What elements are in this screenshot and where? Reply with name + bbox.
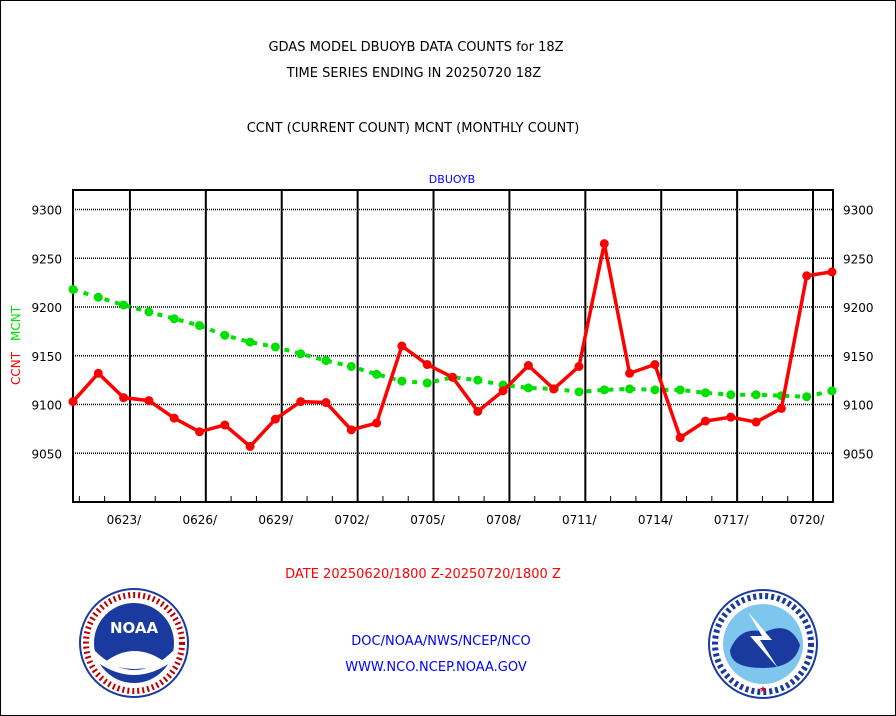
org-path: DOC/NOAA/NWS/NCEP/NCO — [351, 634, 530, 649]
data-point-ccnt — [726, 412, 736, 422]
y-tick-label-right: 9200 — [843, 301, 874, 315]
y-tick-label-left: 9300 — [31, 204, 62, 218]
data-point-ccnt — [473, 406, 483, 416]
x-tick-label: 0708/ — [486, 513, 522, 527]
series-layer — [68, 239, 837, 451]
data-point-ccnt — [346, 425, 356, 435]
y-tick-label-left: 9200 — [31, 301, 62, 315]
data-point-mcnt — [751, 390, 761, 400]
data-point-ccnt — [372, 418, 382, 428]
data-point-mcnt — [270, 342, 280, 352]
y-tick-label-left: 9250 — [31, 252, 62, 266]
data-point-mcnt — [169, 314, 179, 324]
noaa-logo: NOAA — [79, 588, 189, 698]
y-tick-label-left: 9050 — [31, 447, 62, 461]
data-point-ccnt — [296, 397, 306, 407]
y-tick-label-right: 9100 — [843, 399, 874, 413]
grid — [73, 190, 833, 502]
data-point-ccnt — [220, 420, 230, 430]
data-point-mcnt — [245, 337, 255, 347]
svg-text:NOAA: NOAA — [110, 619, 159, 637]
data-point-mcnt — [827, 386, 837, 396]
data-point-mcnt — [574, 387, 584, 397]
data-point-ccnt — [549, 384, 559, 394]
data-point-ccnt — [397, 341, 407, 351]
x-tick-label: 0702/ — [334, 513, 370, 527]
y-tick-label-right: 9250 — [843, 252, 874, 266]
data-point-ccnt — [119, 393, 129, 403]
date-range: DATE 20250620/1800 Z-20250720/1800 Z — [285, 567, 561, 582]
data-point-ccnt — [422, 360, 432, 370]
nws-logo: ★ — [708, 589, 818, 699]
data-point-mcnt — [220, 330, 230, 340]
data-point-mcnt — [675, 385, 685, 395]
data-point-mcnt — [321, 356, 331, 366]
data-point-mcnt — [701, 388, 710, 398]
data-point-ccnt — [599, 239, 609, 249]
x-tick-label: 0714/ — [638, 513, 674, 527]
data-point-mcnt — [599, 385, 609, 395]
x-tick-label: 0711/ — [562, 513, 598, 527]
x-tick-label: 0623/ — [107, 513, 143, 527]
axes: 9050 9050 9100 9100 9150 9150 9200 9200 9250 9250… — [31, 189, 874, 527]
data-point-ccnt — [827, 267, 837, 277]
data-point-ccnt — [675, 433, 685, 443]
data-point-mcnt — [422, 378, 432, 388]
y-tick-label-left: 9150 — [31, 350, 62, 364]
data-point-mcnt — [68, 284, 78, 294]
data-point-mcnt — [802, 392, 812, 402]
data-point-mcnt — [296, 349, 306, 359]
website-link[interactable]: WWW.NCO.NCEP.NOAA.GOV — [345, 660, 527, 675]
series-line-ccnt — [71, 243, 833, 449]
svg-text:★: ★ — [759, 685, 767, 695]
y-tick-label-right: 9300 — [843, 204, 874, 218]
data-point-ccnt — [498, 386, 508, 396]
data-point-ccnt — [321, 398, 331, 408]
data-point-mcnt — [119, 300, 129, 310]
data-point-mcnt — [346, 361, 356, 371]
data-point-ccnt — [169, 413, 179, 423]
data-point-ccnt — [751, 417, 761, 427]
y-tick-label-right: 9150 — [843, 350, 874, 364]
data-point-ccnt — [574, 361, 584, 371]
data-point-mcnt — [195, 321, 204, 331]
x-tick-label: 0626/ — [183, 513, 219, 527]
y-label-ccnt: CCNT — [9, 351, 23, 385]
data-point-ccnt — [523, 361, 533, 370]
data-point-ccnt — [93, 368, 103, 378]
data-point-ccnt — [625, 368, 635, 378]
data-point-ccnt — [776, 403, 786, 413]
data-point-mcnt — [144, 307, 154, 317]
y-tick-label-right: 9050 — [843, 447, 874, 461]
x-tick-label: 0629/ — [258, 513, 294, 527]
chart-subtitle: CCNT (CURRENT COUNT) MCNT (MONTHLY COUNT… — [247, 121, 580, 136]
data-point-mcnt — [372, 369, 382, 379]
x-tick-label: 0717/ — [714, 513, 750, 527]
data-point-mcnt — [650, 385, 660, 395]
data-point-mcnt — [473, 375, 483, 385]
data-point-ccnt — [802, 271, 812, 281]
data-point-ccnt — [448, 372, 457, 382]
x-tick-label: 0705/ — [410, 513, 446, 527]
y-tick-label-left: 9100 — [31, 399, 62, 413]
chart-title-line1: GDAS MODEL DBUOYB DATA COUNTS for 18Z — [268, 40, 563, 55]
data-point-ccnt — [245, 441, 255, 451]
data-point-ccnt — [701, 416, 710, 426]
chart-title-line2: TIME SERIES ENDING IN 20250720 18Z — [286, 66, 542, 81]
data-point-ccnt — [68, 397, 78, 407]
data-point-ccnt — [270, 414, 280, 424]
data-point-ccnt — [144, 396, 154, 406]
data-point-ccnt — [195, 427, 204, 437]
data-point-mcnt — [523, 383, 533, 393]
x-tick-label: 0720/ — [790, 513, 826, 527]
data-point-mcnt — [625, 384, 635, 394]
data-point-mcnt — [397, 376, 407, 386]
data-point-ccnt — [650, 360, 660, 370]
plot-border — [72, 189, 834, 503]
data-point-mcnt — [726, 390, 736, 400]
data-point-mcnt — [93, 292, 103, 302]
y-label-mcnt: MCNT — [9, 305, 23, 341]
plot-title: DBUOYB — [429, 173, 475, 186]
